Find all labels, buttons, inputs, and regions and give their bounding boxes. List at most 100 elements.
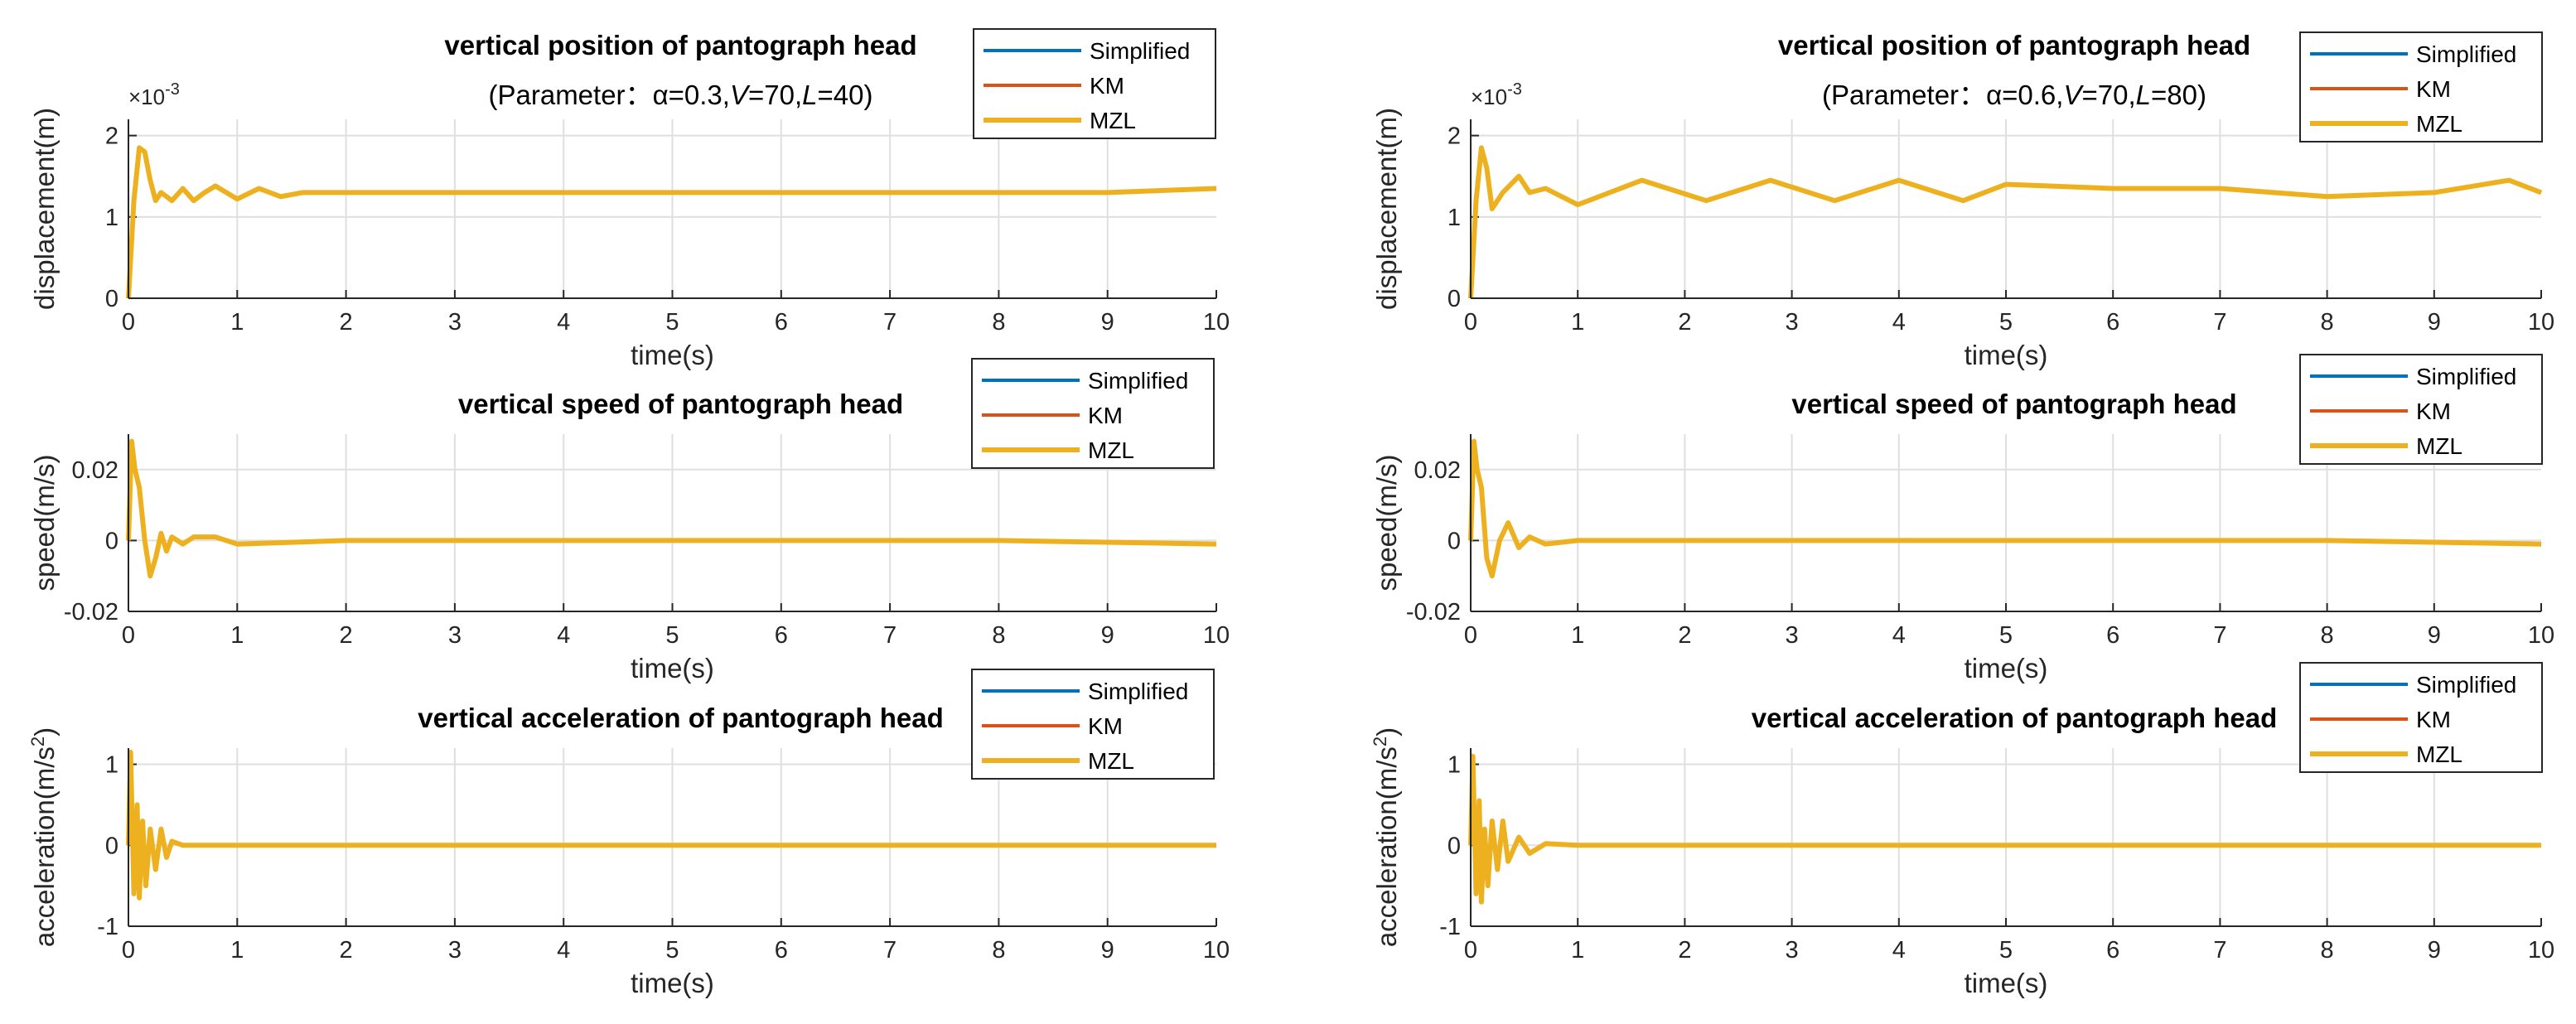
x-axis-label: time(s) [631, 968, 714, 998]
x-tick-label: 5 [1999, 937, 2013, 964]
legend-entry-simplified: Simplified [2416, 672, 2516, 698]
y-tick-label: 0 [105, 833, 118, 859]
x-tick-label: 9 [2428, 309, 2441, 336]
x-tick-label: 0 [1464, 937, 1477, 964]
legend-entry-mzl: MZL [1088, 748, 1134, 774]
x-tick-label: 4 [1892, 309, 1906, 336]
x-tick-label: 9 [2428, 937, 2441, 964]
y-tick-label: -1 [97, 914, 118, 940]
series-line-mzl [126, 145, 1217, 299]
legend-entry-mzl: MZL [1090, 108, 1136, 133]
legend-entry-km: KM [1088, 713, 1123, 739]
legend-entry-mzl: MZL [2416, 433, 2462, 459]
x-tick-label: 2 [1678, 309, 1691, 336]
series-line-mzl [126, 438, 1217, 579]
legend-entry-km: KM [1088, 403, 1123, 428]
subplot-left-3: 0 1 2 3 4 5 6 7 8 9 10-101time(s)acceleration(m/s2… [27, 669, 1230, 998]
subplot-title: vertical position of pantograph head [444, 30, 916, 60]
series-line-mzl [126, 749, 1216, 901]
y-tick-label: 0 [1447, 528, 1461, 554]
x-tick-label: 1 [230, 309, 244, 336]
legend-entry-simplified: Simplified [1088, 679, 1188, 704]
x-tick-label: 1 [1571, 309, 1584, 336]
legend: Simplified KM MZL [973, 28, 1216, 139]
x-tick-label: 6 [2106, 622, 2119, 649]
x-tick-label: 7 [2213, 937, 2226, 964]
x-tick-label: 6 [2106, 937, 2119, 964]
x-tick-label: 5 [665, 622, 679, 649]
x-tick-label: 1 [1571, 622, 1584, 649]
y-tick-label: -0.02 [1406, 599, 1461, 626]
parameter-subtitle: (Parameter：α=0.6,V=70,L=80) [1822, 80, 2206, 110]
x-tick-label: 4 [1892, 937, 1906, 964]
subplot-title: vertical position of pantograph head [1778, 30, 2250, 60]
x-axis-label: time(s) [1965, 968, 2048, 998]
x-tick-label: 7 [883, 622, 897, 649]
y-tick-label: 2 [1447, 123, 1461, 150]
x-tick-label: 7 [2213, 309, 2226, 336]
x-tick-label: 2 [1678, 937, 1691, 964]
x-tick-label: 5 [1999, 622, 2013, 649]
x-tick-label: 3 [448, 622, 462, 649]
subplot-title: vertical speed of pantograph head [1791, 389, 2236, 419]
x-axis-label: time(s) [1965, 340, 2048, 370]
legend-entry-simplified: Simplified [2416, 364, 2516, 389]
x-tick-label: 9 [2428, 622, 2441, 649]
parameter-subtitle: (Parameter：α=0.3,V=70,L=40) [489, 80, 873, 110]
x-tick-label: 9 [1101, 309, 1114, 336]
x-tick-label: 7 [2213, 622, 2226, 649]
x-axis-label: time(s) [631, 653, 714, 683]
x-axis-label: time(s) [1965, 653, 2048, 683]
x-tick-label: 6 [2106, 309, 2119, 336]
legend-entry-mzl: MZL [1088, 437, 1134, 463]
series-line-mzl [1468, 753, 2541, 905]
x-tick-label: 2 [340, 309, 353, 336]
y-tick-label: 1 [1447, 205, 1461, 231]
x-tick-label: 8 [992, 309, 1005, 336]
x-tick-label: 10 [2528, 622, 2554, 649]
x-tick-label: 2 [340, 622, 353, 649]
legend: Simplified KM MZL [971, 358, 1215, 469]
x-tick-label: 8 [2321, 622, 2334, 649]
x-tick-label: 0 [1464, 622, 1477, 649]
subplot-right-1: 0 1 2 3 4 5 6 7 8 9 10 0 1 2 time(s) displacement(m) ×10… [1371, 30, 2554, 370]
x-tick-label: 7 [883, 937, 897, 964]
x-axis-label: time(s) [631, 340, 714, 370]
y-tick-label: -0.02 [64, 599, 118, 626]
x-tick-label: 0 [122, 937, 135, 964]
y-tick-label: 2 [105, 123, 118, 150]
y-axis-label: displacement(m) [1371, 108, 1402, 310]
subplot-title: vertical speed of pantograph head [458, 389, 903, 419]
subplot-left-2: 0 1 2 3 4 5 6 7 8 9 10-0.0200.02time(s)speed(m/s)v… [29, 358, 1230, 683]
legend-entry-simplified: Simplified [1090, 38, 1190, 64]
x-tick-label: 10 [2528, 937, 2554, 964]
x-tick-label: 6 [775, 622, 788, 649]
legend: Simplified KM MZL [2299, 31, 2543, 142]
y-tick-label: 0 [1447, 286, 1461, 312]
x-tick-label: 8 [992, 937, 1005, 964]
x-tick-label: 0 [122, 622, 135, 649]
subplot-left-1: 0 1 2 3 4 5 6 7 8 9 10 0 1 2 time(s) displacement(m) ×10… [29, 28, 1230, 370]
series-line-mzl [1468, 145, 2543, 299]
legend-entry-simplified: Simplified [1088, 368, 1188, 394]
x-tick-label: 3 [448, 309, 462, 336]
legend-entry-mzl: MZL [2416, 741, 2462, 767]
legend: Simplified KM MZL [971, 669, 1215, 780]
legend: Simplified KM MZL [2299, 354, 2543, 465]
legend-entry-km: KM [2416, 76, 2451, 102]
subplot-title: vertical acceleration of pantograph head [418, 703, 944, 733]
x-tick-label: 10 [1203, 622, 1230, 649]
y-tick-label: 0 [1447, 833, 1461, 859]
y-axis-label: acceleration(m/s2) [27, 727, 60, 947]
x-tick-label: 0 [122, 309, 135, 336]
x-tick-label: 8 [2321, 937, 2334, 964]
x-tick-label: 4 [557, 309, 570, 336]
y-axis-label: speed(m/s) [29, 454, 60, 591]
legend: Simplified KM MZL [2299, 662, 2543, 773]
x-tick-label: 5 [1999, 309, 2013, 336]
x-tick-label: 10 [1203, 937, 1230, 964]
legend-entry-km: KM [1090, 73, 1124, 99]
y-tick-label: 1 [105, 752, 118, 779]
legend-entry-mzl: MZL [2416, 111, 2462, 137]
